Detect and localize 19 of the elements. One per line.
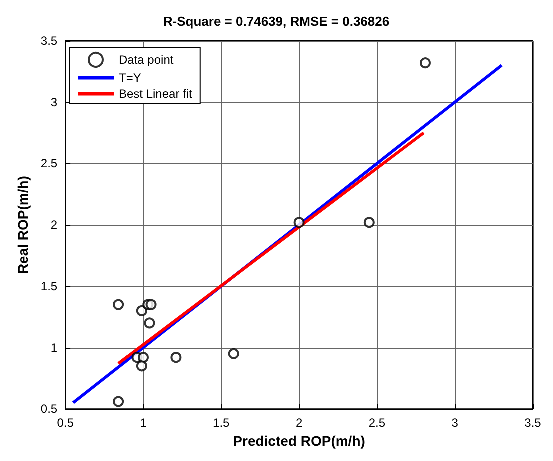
legend-label: Data point bbox=[119, 53, 174, 67]
y-tick-label: 3 bbox=[50, 95, 58, 110]
y-tick-label: 3.5 bbox=[40, 34, 58, 48]
y-tick-label: 1 bbox=[50, 340, 58, 355]
x-axis-title: Predicted ROP(m/h) bbox=[233, 433, 366, 449]
y-axis-title: Real ROP(m/h) bbox=[15, 176, 31, 274]
legend-label: T=Y bbox=[119, 71, 142, 85]
x-tick-label: 3 bbox=[452, 416, 459, 430]
x-tick-label: 2 bbox=[296, 416, 303, 430]
y-tick-label: 0.5 bbox=[40, 402, 58, 416]
y-tick-label: 2.5 bbox=[40, 156, 58, 171]
x-tick-label: 3.5 bbox=[524, 416, 542, 430]
x-tick-label: 1.5 bbox=[213, 416, 230, 430]
y-tick-label: 1.5 bbox=[40, 279, 58, 294]
legend-label: Best Linear fit bbox=[119, 87, 194, 101]
chart-title: R-Square = 0.74639, RMSE = 0.36826 bbox=[163, 14, 390, 29]
x-tick-label: 1 bbox=[140, 416, 148, 430]
x-tick-label: 2.5 bbox=[368, 416, 386, 430]
y-tick-label: 2 bbox=[50, 218, 58, 232]
